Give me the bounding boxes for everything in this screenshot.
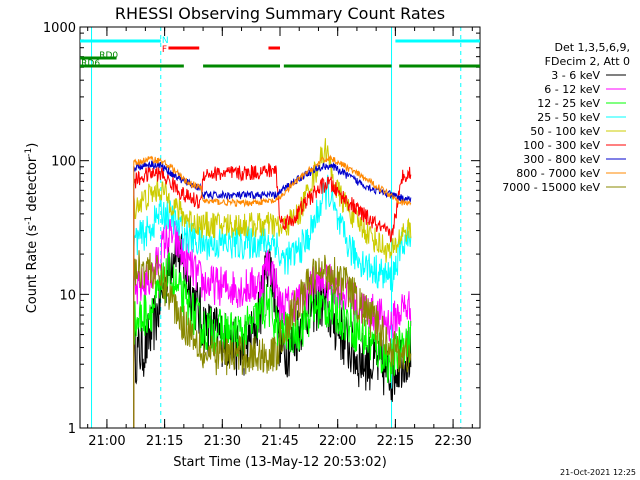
series-line-1 bbox=[133, 219, 412, 428]
flag-label-RD6: RD6 bbox=[81, 59, 100, 69]
legend-label-1: 6 - 12 keV bbox=[544, 83, 600, 96]
plot-area: 1 10 100 1000 21:00 21:15 21:30 21:45 22:00 22:15… bbox=[43, 21, 481, 449]
series-line-3 bbox=[133, 174, 412, 428]
series-line-5 bbox=[133, 163, 412, 428]
series-line-4 bbox=[133, 138, 412, 428]
legend-label-2: 12 - 25 keV bbox=[537, 97, 600, 110]
legend-label-6: 300 - 800 keV bbox=[523, 153, 600, 166]
series-line-7 bbox=[133, 154, 412, 428]
flag-label-RD0: RD0 bbox=[99, 51, 118, 61]
series-line-8 bbox=[133, 250, 412, 428]
series-line-6 bbox=[133, 160, 412, 428]
series-5 bbox=[133, 163, 412, 428]
legend-label-0: 3 - 6 keV bbox=[551, 69, 600, 82]
x-tick-label-4: 22:00 bbox=[319, 434, 356, 449]
legend-label-8: 7000 - 15000 keV bbox=[502, 181, 600, 194]
series-line-0 bbox=[133, 227, 412, 428]
series-0 bbox=[133, 227, 412, 428]
y-label-sup1: -1 bbox=[24, 216, 34, 225]
date-stamp: 21-Oct-2021 12:25 bbox=[560, 468, 636, 477]
series-8 bbox=[133, 250, 412, 428]
series-6 bbox=[133, 160, 412, 428]
legend-label-5: 100 - 300 keV bbox=[523, 139, 600, 152]
legend-label-7: 800 - 7000 keV bbox=[516, 167, 600, 180]
flag-label-N: N bbox=[162, 36, 169, 46]
y-label-post: ) bbox=[25, 143, 40, 148]
y-tick-label-3: 1000 bbox=[43, 21, 76, 36]
series-2 bbox=[133, 251, 412, 428]
y-tick-label-1: 10 bbox=[59, 288, 76, 303]
legend-label-4: 50 - 100 keV bbox=[530, 125, 600, 138]
x-tick-label-1: 21:15 bbox=[146, 434, 183, 449]
y-axis-label: Count Rate (s-1 detector-1) bbox=[24, 143, 40, 314]
x-axis-label: Start Time (13-May-12 20:53:02) bbox=[173, 455, 387, 470]
series-1 bbox=[133, 219, 412, 428]
y-tick-label-2: 100 bbox=[51, 155, 76, 170]
chart-title: RHESSI Observing Summary Count Rates bbox=[115, 4, 445, 23]
legend-label-3: 25 - 50 keV bbox=[537, 111, 600, 124]
legend-header-1: FDecim 2, Att 0 bbox=[545, 55, 630, 68]
x-tick-label-2: 21:30 bbox=[204, 434, 241, 449]
y-label-mid: detector bbox=[25, 156, 40, 216]
x-tick-label-6: 22:30 bbox=[434, 434, 471, 449]
series-7 bbox=[133, 154, 412, 428]
series-line-2 bbox=[133, 251, 412, 428]
series-3 bbox=[133, 174, 412, 428]
legend-header-0: Det 1,3,5,6,9, bbox=[554, 41, 630, 54]
x-tick-label-0: 21:00 bbox=[88, 434, 125, 449]
x-tick-label-5: 22:15 bbox=[377, 434, 414, 449]
x-tick-label-3: 21:45 bbox=[261, 434, 298, 449]
series-4 bbox=[133, 138, 412, 428]
flag-label-F: F bbox=[162, 45, 167, 55]
y-label-pre: Count Rate (s bbox=[25, 225, 40, 314]
legend: Det 1,3,5,6,9,FDecim 2, Att 03 - 6 keV6 … bbox=[502, 41, 630, 194]
y-label-sup2: -1 bbox=[24, 148, 34, 157]
y-tick-label-0: 1 bbox=[68, 422, 76, 437]
